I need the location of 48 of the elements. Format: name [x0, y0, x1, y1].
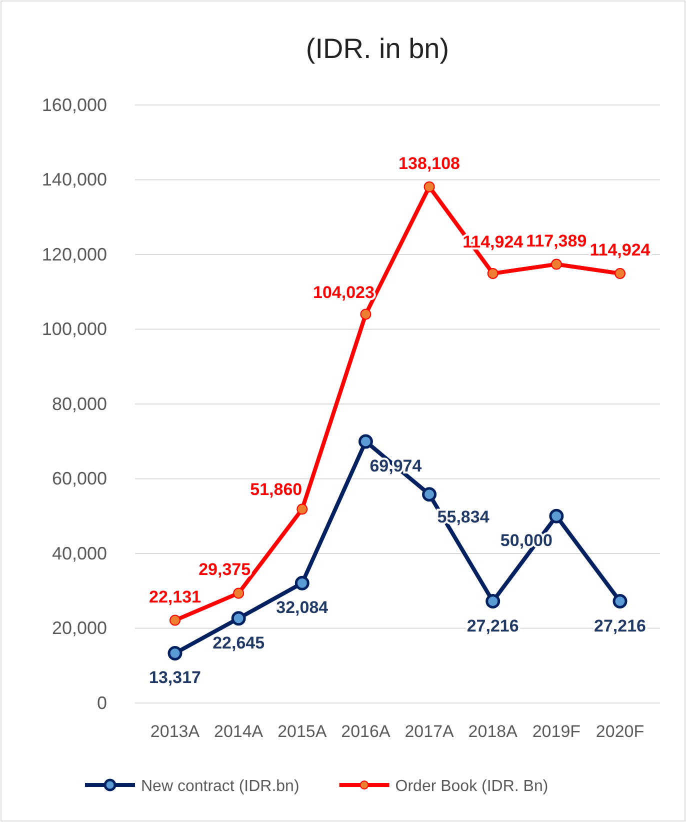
y-tick-label: 80,000: [52, 394, 107, 414]
y-tick-label: 100,000: [42, 319, 107, 340]
data-label: 138,108: [398, 154, 460, 173]
data-label: 32,084: [276, 598, 329, 618]
legend-label: New contract (IDR.bn): [141, 778, 300, 795]
data-label: 22,645: [212, 633, 265, 652]
x-tick-label: 2016A: [341, 722, 391, 742]
point: [231, 611, 246, 626]
point: [612, 594, 628, 609]
point: [168, 646, 182, 660]
point: [614, 268, 626, 279]
point: [486, 594, 500, 609]
x-tick-label: 2018A: [468, 722, 518, 742]
point: [424, 181, 435, 192]
chart-title: (IDR. in bn): [306, 33, 450, 64]
data-label: 29,375: [198, 560, 251, 580]
data-label: 51,860: [250, 480, 302, 500]
y-tick-label: 20,000: [52, 618, 107, 638]
data-label: 13,317: [149, 668, 201, 688]
point: [360, 308, 372, 320]
point: [170, 614, 180, 626]
x-tick-label: 2015A: [278, 722, 328, 742]
y-tick-label: 60,000: [52, 468, 107, 489]
data-label: 117,389: [526, 231, 587, 250]
x-tick-label: 2013A: [150, 722, 200, 742]
x-tick-label: 2019F: [532, 722, 581, 742]
point: [550, 258, 562, 270]
point: [487, 268, 498, 279]
point: [294, 576, 310, 590]
point: [422, 487, 437, 502]
y-tick-label: 40,000: [52, 543, 107, 564]
y-tick-label: 0: [96, 692, 107, 713]
x-tick-label: 2020F: [596, 722, 644, 742]
point: [296, 504, 308, 515]
point: [233, 588, 244, 599]
data-label: 27,216: [594, 616, 646, 636]
x-tick-label: 2014A: [214, 722, 264, 742]
y-tick-label: 160,000: [42, 94, 107, 115]
point: [549, 508, 564, 524]
data-label: 27,216: [466, 616, 519, 636]
point: [358, 434, 373, 449]
y-tick-label: 120,000: [42, 244, 107, 264]
data-label: 114,924: [590, 240, 651, 260]
legend-label: Order Book (IDR. Bn): [395, 778, 548, 795]
data-label: 22,131: [149, 587, 201, 606]
data-label: 104,023: [312, 283, 374, 302]
x-tick-label: 2017A: [404, 722, 455, 742]
y-tick-label: 140,000: [42, 170, 107, 190]
